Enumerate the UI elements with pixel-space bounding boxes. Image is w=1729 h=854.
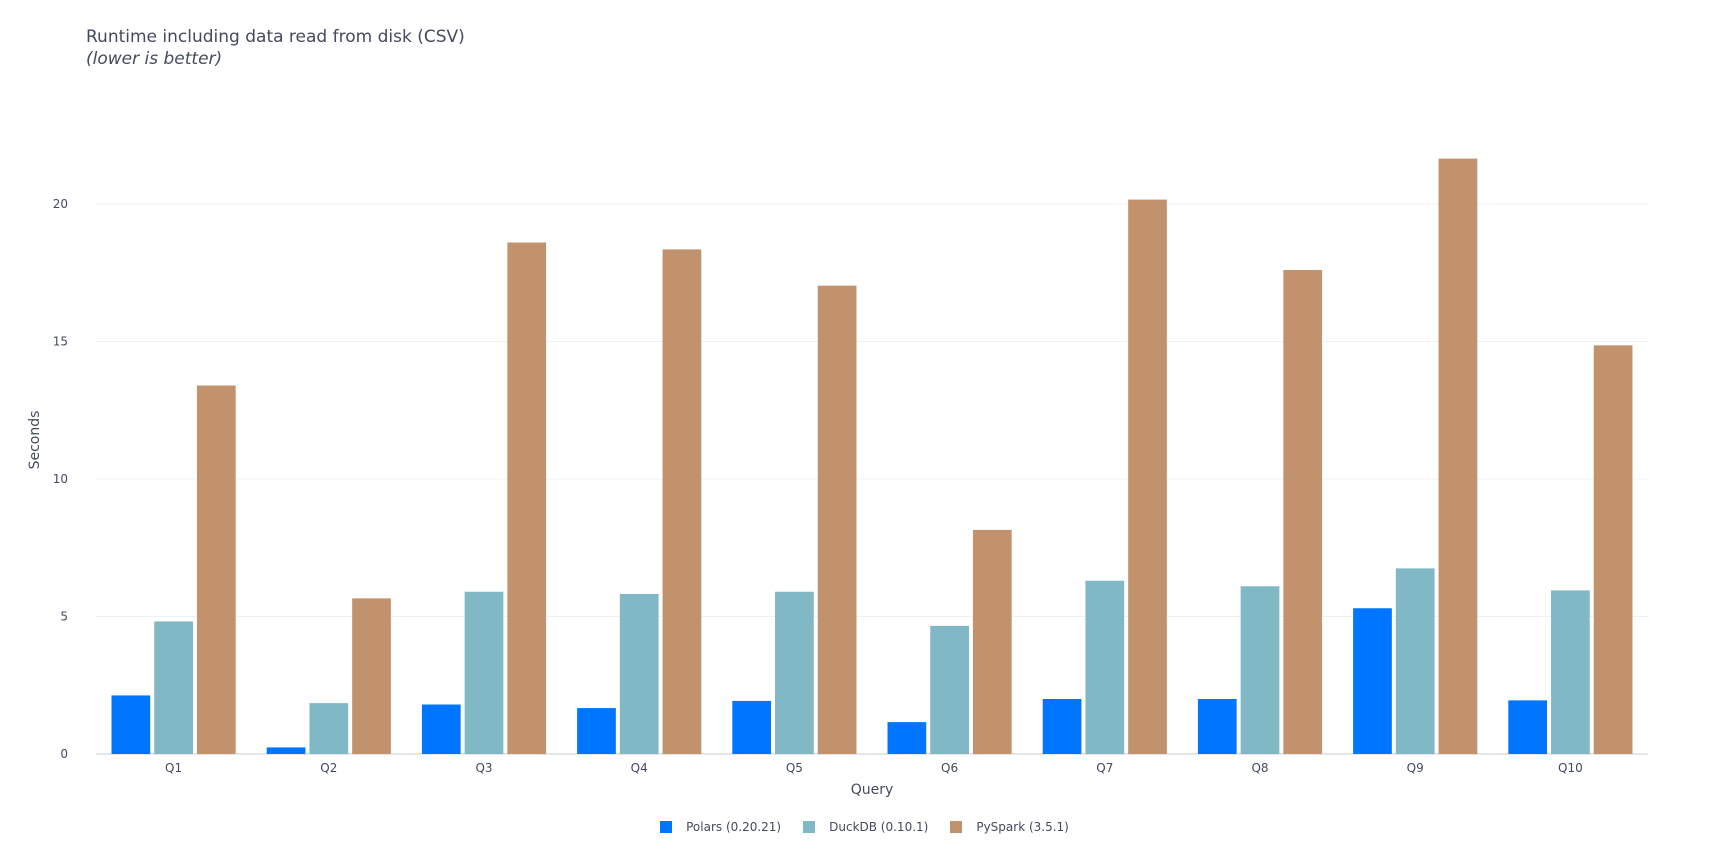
bar-q7-duckdb[interactable] (1085, 580, 1125, 754)
x-tick-label: Q7 (1096, 761, 1113, 775)
bar-q9-duckdb[interactable] (1395, 568, 1435, 754)
legend-swatch (950, 821, 963, 833)
bar-q9-polars[interactable] (1353, 608, 1392, 754)
chart-title: Runtime including data read from disk (C… (86, 27, 465, 47)
bar-q10-pyspark[interactable] (1593, 345, 1633, 754)
bar-q4-polars[interactable] (577, 708, 616, 754)
legend-swatch (803, 821, 816, 833)
bar-q3-duckdb[interactable] (464, 591, 504, 754)
bar-q6-polars[interactable] (887, 722, 927, 754)
bar-q2-pyspark[interactable] (352, 598, 391, 754)
x-tick-label: Q1 (165, 761, 182, 775)
x-tick-label: Q9 (1407, 761, 1424, 775)
x-tick-label: Q2 (320, 761, 337, 775)
legend-item[interactable]: PySpark (3.5.1) (950, 820, 1069, 834)
bar-q6-duckdb[interactable] (930, 625, 969, 754)
bar-q4-duckdb[interactable] (619, 593, 659, 754)
x-tick-labels: Q1 Q2 Q3 Q4 Q5 Q6 Q7 Q8 Q9 Q10 (165, 761, 1583, 775)
bar-q8-duckdb[interactable] (1240, 586, 1280, 754)
legend-label: PySpark (3.5.1) (976, 820, 1069, 834)
bar-q3-pyspark[interactable] (507, 242, 547, 755)
x-tick-label: Q5 (786, 761, 803, 775)
legend-label: DuckDB (0.10.1) (829, 820, 929, 834)
y-tick-label: 20 (53, 197, 68, 211)
bar-q1-polars[interactable] (111, 695, 151, 754)
y-tick-label: 5 (60, 610, 68, 624)
bar-q8-polars[interactable] (1197, 699, 1237, 754)
y-tick-label: 15 (53, 335, 68, 349)
x-tick-label: Q3 (475, 761, 492, 775)
bar-q3-polars[interactable] (421, 704, 461, 755)
y-tick-label: 10 (53, 472, 68, 486)
x-tick-label: Q6 (941, 761, 958, 775)
x-tick-label: Q4 (631, 761, 648, 775)
bar-q5-polars[interactable] (732, 700, 772, 754)
bar-q7-pyspark[interactable] (1128, 199, 1167, 755)
bar-q2-polars[interactable] (266, 747, 306, 754)
bar-q5-duckdb[interactable] (775, 591, 814, 754)
y-tick-labels: 0 5 10 15 20 (53, 197, 68, 761)
bars (111, 158, 1633, 755)
x-tick-label: Q10 (1558, 761, 1583, 775)
chart-title-block: Runtime including data read from disk (C… (86, 26, 465, 70)
legend-item[interactable]: DuckDB (0.10.1) (803, 820, 928, 834)
chart-subtitle: (lower is better) (86, 49, 223, 69)
legend-label: Polars (0.20.21) (686, 820, 782, 834)
bar-q4-pyspark[interactable] (662, 249, 702, 754)
bar-q9-pyspark[interactable] (1438, 158, 1478, 754)
bar-q1-duckdb[interactable] (154, 621, 193, 754)
y-axis-label: Seconds (27, 411, 43, 470)
bar-q10-polars[interactable] (1508, 700, 1548, 754)
bar-q5-pyspark[interactable] (817, 285, 857, 754)
bar-q1-pyspark[interactable] (196, 385, 236, 755)
bar-q8-pyspark[interactable] (1283, 270, 1323, 754)
y-tick-label: 0 (60, 747, 68, 761)
bar-q10-duckdb[interactable] (1551, 590, 1590, 754)
bar-q7-polars[interactable] (1042, 699, 1082, 754)
x-tick-label: Q8 (1251, 761, 1268, 775)
bar-q2-duckdb[interactable] (309, 703, 349, 754)
x-axis-label: Query (851, 782, 894, 798)
legend: Polars (0.20.21) DuckDB (0.10.1) PySpark (… (0, 820, 1729, 834)
legend-item[interactable]: Polars (0.20.21) (660, 820, 781, 834)
legend-swatch (660, 821, 673, 833)
bar-q6-pyspark[interactable] (972, 529, 1012, 754)
